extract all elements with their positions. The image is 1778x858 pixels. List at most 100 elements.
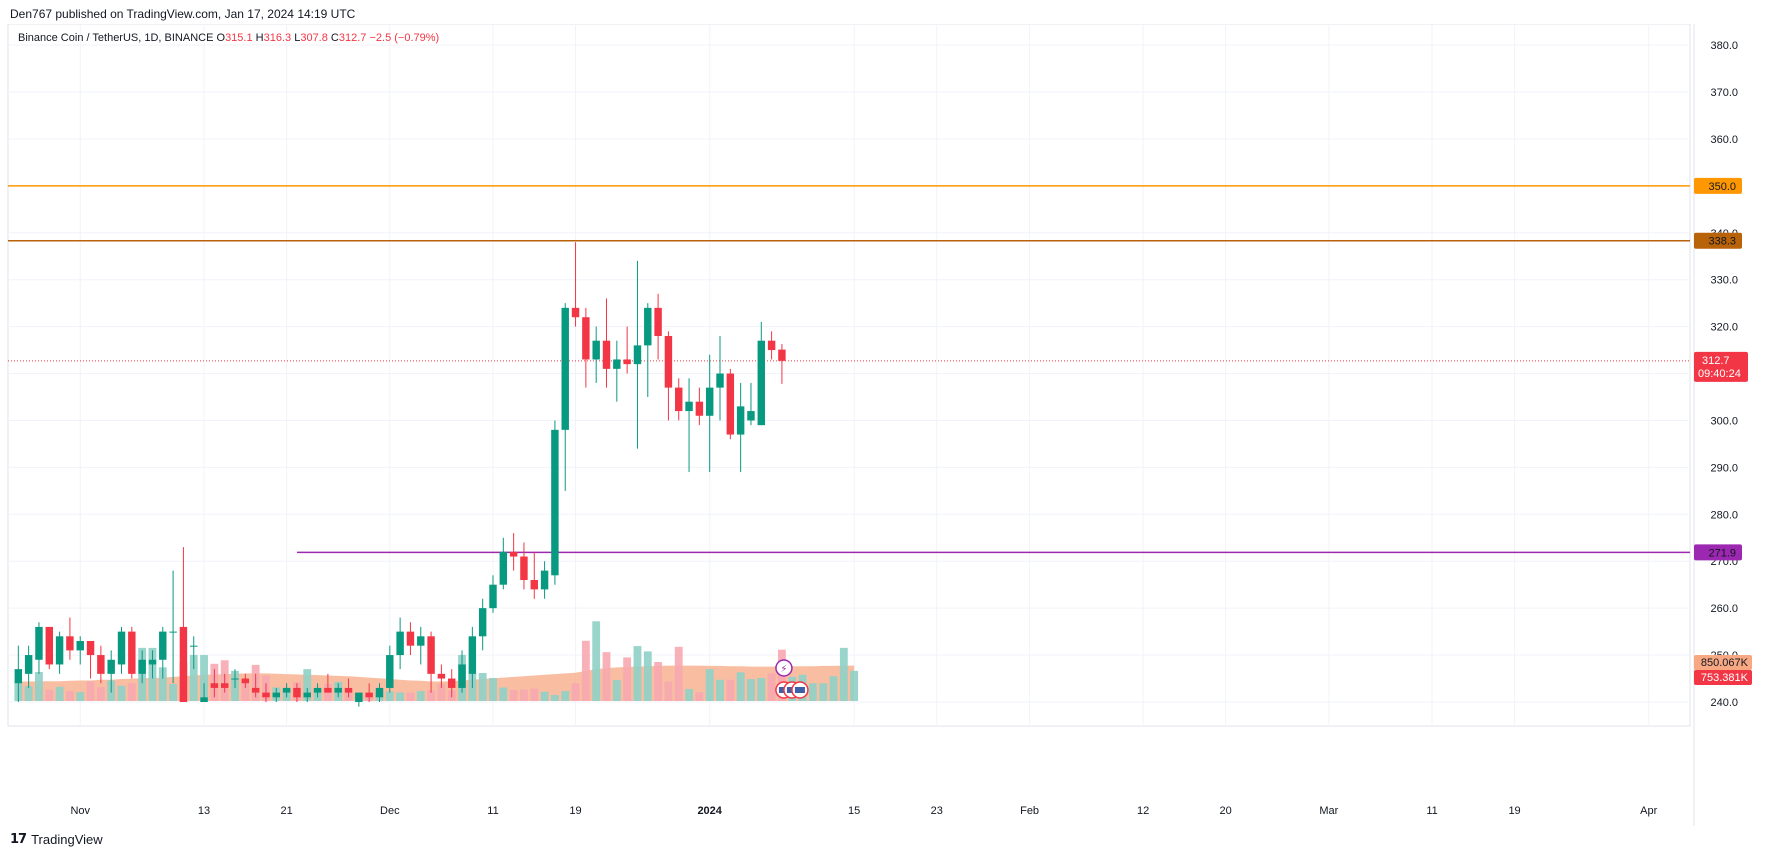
volume-label: 850.067K <box>1701 657 1749 669</box>
legend-high: 316.3 <box>264 32 295 44</box>
candle-body[interactable] <box>767 340 776 351</box>
candle-body[interactable] <box>45 626 53 665</box>
lightning-glyph-icon: ⚡ <box>780 664 787 675</box>
candle-body[interactable] <box>675 387 683 412</box>
candle-body[interactable] <box>241 678 250 684</box>
x-tick-label: Feb <box>1020 805 1039 817</box>
volume-bar <box>127 683 136 701</box>
candle-body[interactable] <box>736 406 745 435</box>
candle-body[interactable] <box>685 401 693 412</box>
candle-body[interactable] <box>664 336 673 388</box>
candle-body[interactable] <box>417 636 425 646</box>
lightning-event-icon[interactable] <box>775 659 793 677</box>
candle-body[interactable] <box>427 636 435 674</box>
candle-body[interactable] <box>128 631 136 674</box>
candle-body[interactable] <box>190 645 198 647</box>
candle-body[interactable] <box>654 307 662 336</box>
candle-body[interactable] <box>262 692 270 698</box>
candle-body[interactable] <box>76 641 84 651</box>
candle-body[interactable] <box>231 678 239 680</box>
candle-body[interactable] <box>509 551 518 557</box>
candle-body[interactable] <box>86 641 95 656</box>
volume-bar <box>592 621 601 701</box>
candle-body[interactable] <box>540 570 549 590</box>
candle-body[interactable] <box>107 659 115 674</box>
candle-body[interactable] <box>582 317 590 360</box>
volume-bar <box>695 692 704 701</box>
candle-body[interactable] <box>14 669 23 684</box>
candle-body[interactable] <box>97 655 105 674</box>
candle-body[interactable] <box>716 373 724 388</box>
candle-body[interactable] <box>644 307 652 346</box>
candle-body[interactable] <box>458 664 466 688</box>
candle-body[interactable] <box>210 683 219 688</box>
candle-body[interactable] <box>386 655 394 688</box>
candle-body[interactable] <box>778 349 786 361</box>
candle-body[interactable] <box>55 636 64 665</box>
volume-bar <box>705 669 714 701</box>
candle-body[interactable] <box>138 659 146 674</box>
chart-area[interactable]: 380.0370.0360.0350.0340.0330.0320.0310.0… <box>0 24 1778 826</box>
candle-body[interactable] <box>695 401 704 416</box>
candle-body[interactable] <box>375 687 384 698</box>
candle-body[interactable] <box>324 687 332 693</box>
y-tick-label: 260.0 <box>1710 603 1738 615</box>
legend-low: 307.8 <box>300 32 331 44</box>
candle-body[interactable] <box>272 692 281 698</box>
candle-body[interactable] <box>530 580 538 590</box>
volume-bar <box>685 688 693 701</box>
candle-body[interactable] <box>571 307 580 318</box>
candle-body[interactable] <box>66 636 74 651</box>
volume-bar <box>303 669 312 701</box>
candle-body[interactable] <box>406 631 415 646</box>
volume-bar <box>571 683 580 701</box>
x-tick-label: Mar <box>1319 805 1338 817</box>
candle-body[interactable] <box>169 631 177 633</box>
candle-body[interactable] <box>757 340 766 426</box>
candle-body[interactable] <box>489 584 497 609</box>
candle-body[interactable] <box>468 636 477 674</box>
volume-bar <box>757 677 766 701</box>
candle-body[interactable] <box>633 345 642 365</box>
candle-body[interactable] <box>313 687 322 693</box>
candle-body[interactable] <box>220 683 229 688</box>
candle-body[interactable] <box>365 692 373 698</box>
volume-bar <box>839 647 848 701</box>
candle-body[interactable] <box>499 551 508 585</box>
candle-body[interactable] <box>303 692 311 698</box>
candle-body[interactable] <box>355 692 363 702</box>
candle-body[interactable] <box>148 659 157 665</box>
y-tick-label: 370.0 <box>1710 87 1738 99</box>
candle-body[interactable] <box>478 608 487 637</box>
candle-body[interactable] <box>623 359 631 365</box>
candle-body[interactable] <box>551 429 559 576</box>
candle-body[interactable] <box>159 631 167 660</box>
volume-bar <box>633 646 642 701</box>
candle-body[interactable] <box>747 411 755 421</box>
candle-body[interactable] <box>179 626 188 702</box>
candle-body[interactable] <box>437 673 446 679</box>
candle-body[interactable] <box>705 387 714 416</box>
candle-body[interactable] <box>344 687 353 693</box>
candle-body[interactable] <box>251 687 260 693</box>
candle-body[interactable] <box>448 678 456 688</box>
candle-body[interactable] <box>592 340 600 360</box>
candle-body[interactable] <box>520 556 528 580</box>
volume-bar <box>612 680 621 701</box>
candle-body[interactable] <box>282 687 291 693</box>
x-tick-label: 11 <box>487 805 498 817</box>
price-chart[interactable]: 380.0370.0360.0350.0340.0330.0320.0310.0… <box>0 24 1778 826</box>
candle-body[interactable] <box>726 373 735 435</box>
candle-body[interactable] <box>602 340 611 369</box>
candle-body[interactable] <box>613 359 621 369</box>
candle-body[interactable] <box>200 697 208 702</box>
candle-body[interactable] <box>334 687 342 693</box>
candle-body[interactable] <box>396 631 404 656</box>
candle-body[interactable] <box>561 307 569 430</box>
x-tick-label: 23 <box>931 805 943 817</box>
candle-body[interactable] <box>293 687 301 698</box>
candle-body[interactable] <box>35 626 43 660</box>
volume-bar <box>416 691 425 701</box>
candle-body[interactable] <box>117 631 126 665</box>
candle-body[interactable] <box>24 655 33 674</box>
